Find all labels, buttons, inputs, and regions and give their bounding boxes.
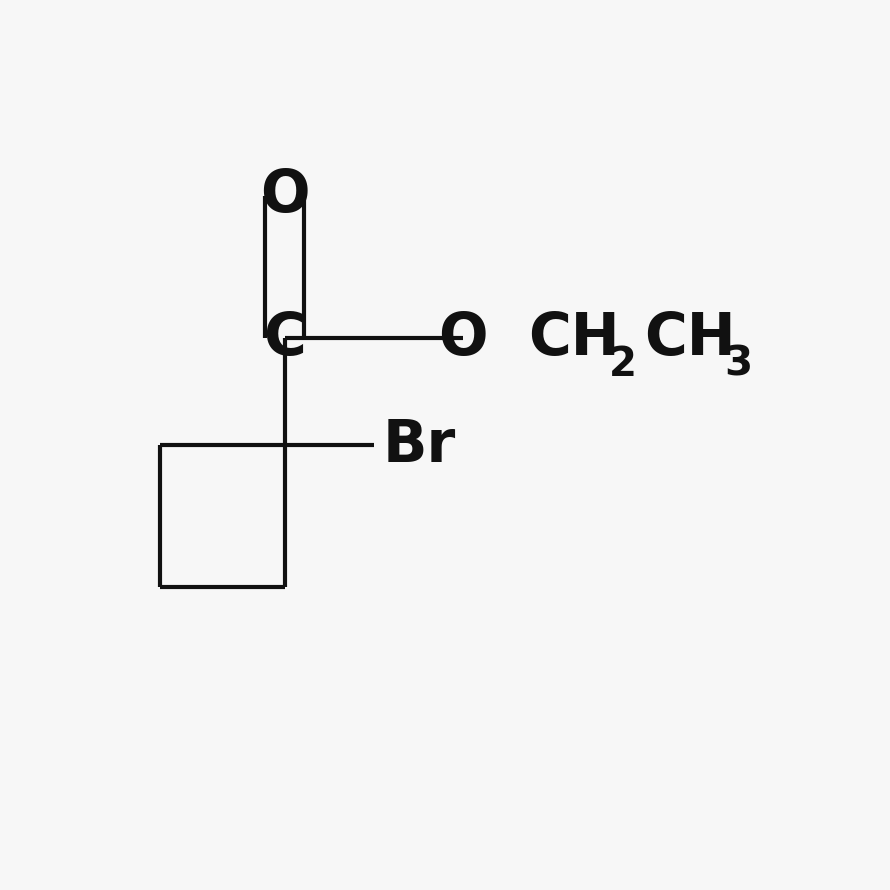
Text: O: O <box>438 310 488 367</box>
Text: C: C <box>263 310 306 367</box>
Text: CH: CH <box>529 310 619 367</box>
Text: 2: 2 <box>609 345 637 384</box>
Text: O: O <box>260 167 310 224</box>
Text: Br: Br <box>383 417 456 473</box>
Text: CH: CH <box>644 310 735 367</box>
Text: 3: 3 <box>724 345 753 384</box>
